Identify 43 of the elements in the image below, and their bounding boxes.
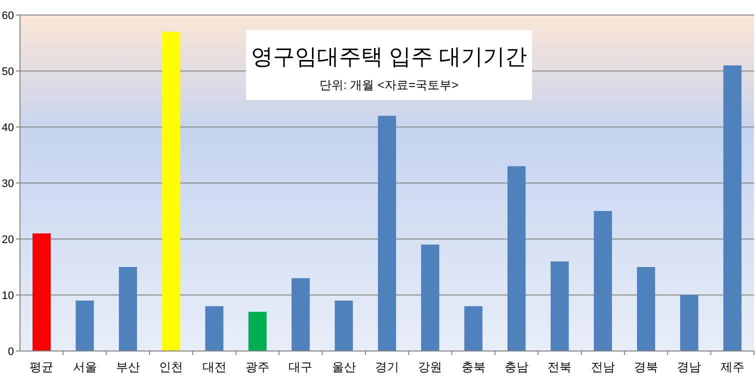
bar bbox=[421, 244, 440, 351]
bar bbox=[464, 306, 482, 351]
y-tick-label: 60 bbox=[2, 10, 14, 22]
x-tick-label: 충북 bbox=[461, 360, 486, 374]
bar bbox=[32, 233, 51, 351]
y-tick-label: 10 bbox=[2, 290, 14, 302]
bar bbox=[636, 267, 656, 351]
x-tick-label: 대구 bbox=[288, 360, 313, 374]
bar bbox=[334, 300, 353, 351]
y-tick-label: 50 bbox=[2, 66, 14, 78]
bar bbox=[248, 312, 267, 351]
x-tick-label: 울산 bbox=[332, 360, 356, 374]
bar bbox=[680, 295, 698, 351]
y-tick-label: 40 bbox=[2, 122, 14, 134]
x-tick-label: 충남 bbox=[504, 360, 529, 374]
text: 영구임대주택 입주 대기기간 bbox=[250, 44, 528, 69]
x-tick-label: 제주 bbox=[720, 360, 744, 374]
x-tick-label: 경남 bbox=[677, 360, 702, 374]
y-tick-label: 20 bbox=[2, 234, 14, 246]
y-tick-label: 0 bbox=[8, 346, 14, 358]
x-tick-label: 전남 bbox=[590, 360, 615, 374]
x-tick-label: 강원 bbox=[418, 360, 442, 374]
x-tick-label: 경북 bbox=[634, 360, 658, 374]
x-tick-label: 광주 bbox=[245, 360, 270, 374]
bar bbox=[550, 261, 569, 351]
x-tick-label: 평균 bbox=[30, 360, 54, 374]
x-tick-label: 전북 bbox=[548, 360, 572, 374]
x-tick-label: 부산 bbox=[116, 360, 140, 374]
bar bbox=[118, 267, 138, 351]
bar bbox=[76, 300, 94, 351]
x-tick-label: 서울 bbox=[72, 360, 97, 374]
x-tick-label: 대전 bbox=[202, 360, 226, 374]
bar bbox=[594, 211, 612, 351]
y-tick-label: 30 bbox=[2, 178, 14, 190]
bar bbox=[507, 166, 526, 351]
bar bbox=[378, 116, 396, 351]
bar bbox=[162, 32, 180, 351]
x-tick-label: 경기 bbox=[375, 360, 399, 374]
bar bbox=[292, 278, 310, 351]
bar bbox=[205, 306, 224, 351]
x-tick-label: 인천 bbox=[159, 360, 184, 374]
bar bbox=[723, 65, 742, 351]
text: 단위: 개월 <자료=국토부> bbox=[319, 78, 459, 92]
